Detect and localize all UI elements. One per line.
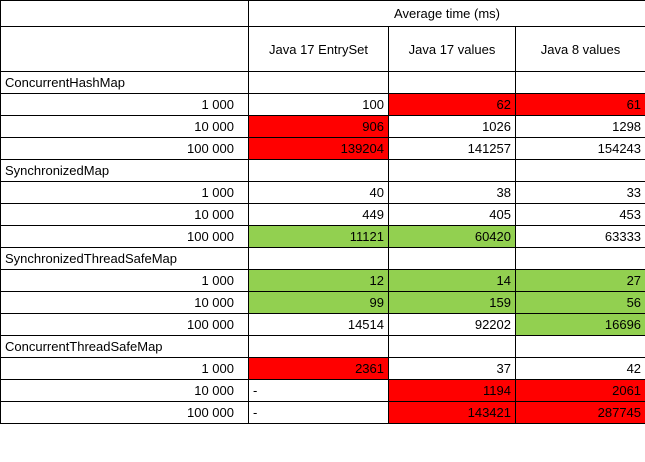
- group-empty-cell: [248, 247, 389, 270]
- value-cell: 99: [248, 291, 389, 314]
- size-cell: 10 000: [0, 379, 249, 402]
- size-cell: 100 000: [0, 225, 249, 248]
- group-empty-cell: [248, 159, 389, 182]
- value-cell: 56: [514, 291, 645, 314]
- benchmark-table: Average time (ms) Java 17 EntrySet Java …: [0, 0, 645, 424]
- value-cell: -: [248, 379, 389, 402]
- value-cell: 33: [514, 181, 645, 204]
- size-cell: 10 000: [0, 291, 249, 314]
- column-header: Java 8 values: [514, 26, 645, 72]
- size-cell: 1 000: [0, 357, 249, 380]
- value-cell: 139204: [248, 137, 389, 160]
- size-cell: 1 000: [0, 269, 249, 292]
- table-row: 10 000 99 159 56: [0, 291, 645, 314]
- value-cell: 14514: [248, 313, 389, 336]
- column-header: Java 17 values: [388, 26, 516, 72]
- group-empty-cell: [514, 335, 645, 358]
- value-cell: 100: [248, 93, 389, 116]
- group-row: SynchronizedMap: [0, 159, 645, 182]
- value-cell: 62: [388, 93, 516, 116]
- value-cell: 61: [514, 93, 645, 116]
- table-row: 1 000 40 38 33: [0, 181, 645, 204]
- group-empty-cell: [248, 71, 389, 94]
- value-cell: 1026: [388, 115, 516, 138]
- value-cell: 11121: [248, 225, 389, 248]
- group-empty-cell: [388, 71, 516, 94]
- value-cell: 27: [514, 269, 645, 292]
- table-row: 10 000 906 1026 1298: [0, 115, 645, 138]
- size-cell: 10 000: [0, 203, 249, 226]
- table-row: 100 000 139204 141257 154243: [0, 137, 645, 160]
- value-cell: 37: [388, 357, 516, 380]
- group-empty-cell: [514, 71, 645, 94]
- group-row: ConcurrentThreadSafeMap: [0, 335, 645, 358]
- size-cell: 100 000: [0, 401, 249, 424]
- header-row: Java 17 EntrySet Java 17 values Java 8 v…: [0, 26, 645, 72]
- table-title: Average time (ms): [247, 0, 645, 27]
- group-name: SynchronizedMap: [0, 159, 249, 182]
- table-row: 10 000-1194 2061: [0, 379, 645, 402]
- group-empty-cell: [514, 247, 645, 270]
- group-empty-cell: [248, 335, 389, 358]
- group-empty-cell: [388, 335, 516, 358]
- value-cell: 906: [248, 115, 389, 138]
- group-empty-cell: [514, 159, 645, 182]
- column-header: Java 17 EntrySet: [248, 26, 389, 72]
- size-cell: 100 000: [0, 313, 249, 336]
- value-cell: 154243: [514, 137, 645, 160]
- table-row: 100 000 14514 92202 16696: [0, 313, 645, 336]
- group-empty-cell: [388, 247, 516, 270]
- value-cell: 12: [248, 269, 389, 292]
- value-cell: 1194: [388, 379, 516, 402]
- group-row: SynchronizedThreadSafeMap: [0, 247, 645, 270]
- size-cell: 100 000: [0, 137, 249, 160]
- value-cell: 287745: [514, 401, 645, 424]
- title-row: Average time (ms): [0, 0, 645, 27]
- size-cell: 1 000: [0, 93, 249, 116]
- corner-cell: [0, 0, 249, 27]
- value-cell: 60420: [388, 225, 516, 248]
- value-cell: 159: [388, 291, 516, 314]
- group-name: ConcurrentThreadSafeMap: [0, 335, 249, 358]
- size-cell: 10 000: [0, 115, 249, 138]
- table-row: 10 000 449 405 453: [0, 203, 645, 226]
- table-row: 1 000 2361 37 42: [0, 357, 645, 380]
- value-cell: 42: [514, 357, 645, 380]
- value-cell: 92202: [388, 313, 516, 336]
- value-cell: -: [248, 401, 389, 424]
- group-row: ConcurrentHashMap: [0, 71, 645, 94]
- table-row: 100 000-143421 287745: [0, 401, 645, 424]
- value-cell: 16696: [514, 313, 645, 336]
- value-cell: 38: [388, 181, 516, 204]
- value-cell: 14: [388, 269, 516, 292]
- table-row: 1 000 12 14 27: [0, 269, 645, 292]
- header-blank-cell: [0, 26, 249, 72]
- size-cell: 1 000: [0, 181, 249, 204]
- value-cell: 405: [388, 203, 516, 226]
- table-row: 100 000 11121 60420 63333: [0, 225, 645, 248]
- value-cell: 141257: [388, 137, 516, 160]
- value-cell: 453: [514, 203, 645, 226]
- value-cell: 63333: [514, 225, 645, 248]
- value-cell: 2361: [248, 357, 389, 380]
- value-cell: 449: [248, 203, 389, 226]
- group-empty-cell: [388, 159, 516, 182]
- table-row: 1 000 100 62 61: [0, 93, 645, 116]
- group-name: SynchronizedThreadSafeMap: [0, 247, 249, 270]
- value-cell: 2061: [514, 379, 645, 402]
- group-name: ConcurrentHashMap: [0, 71, 249, 94]
- value-cell: 40: [248, 181, 389, 204]
- value-cell: 1298: [514, 115, 645, 138]
- value-cell: 143421: [388, 401, 516, 424]
